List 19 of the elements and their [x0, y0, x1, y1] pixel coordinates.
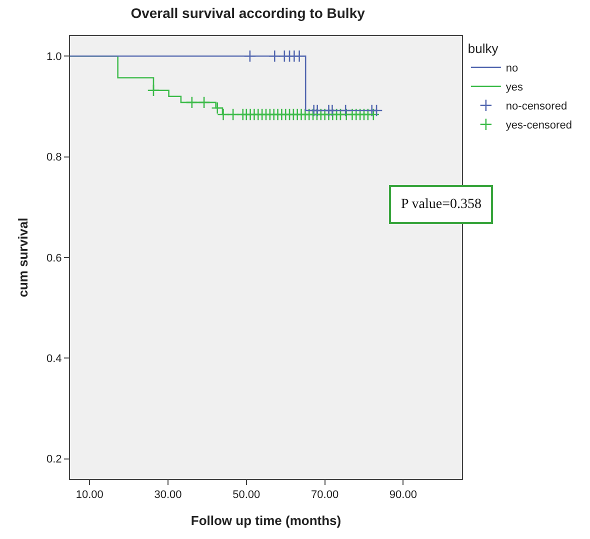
y-tick-label: 0.8 [46, 152, 62, 164]
y-tick-label: 0.2 [46, 454, 62, 466]
chart-title: Overall survival according to Bulky [130, 4, 366, 21]
y-axis-title: cum survival [15, 218, 30, 298]
x-tick-label: 10.00 [76, 489, 104, 502]
legend-title: bulky [468, 40, 499, 56]
x-tick-label: 30.00 [154, 489, 182, 502]
legend-label: yes-censored [506, 120, 572, 132]
y-tick-label: 1.0 [46, 50, 62, 63]
x-tick-label: 90.00 [389, 489, 417, 502]
legend-label: no-censored [506, 100, 568, 113]
x-axis-title: Follow up time (months) [190, 512, 342, 528]
y-tick-label: 0.6 [46, 252, 62, 264]
legend-label: yes [506, 82, 524, 94]
annotation: P value=0.358 [401, 197, 482, 212]
x-tick-label: 70.00 [311, 489, 339, 502]
x-tick-label: 50.00 [232, 489, 260, 502]
legend-label: no [506, 62, 518, 75]
y-tick-label: 0.4 [46, 353, 62, 366]
